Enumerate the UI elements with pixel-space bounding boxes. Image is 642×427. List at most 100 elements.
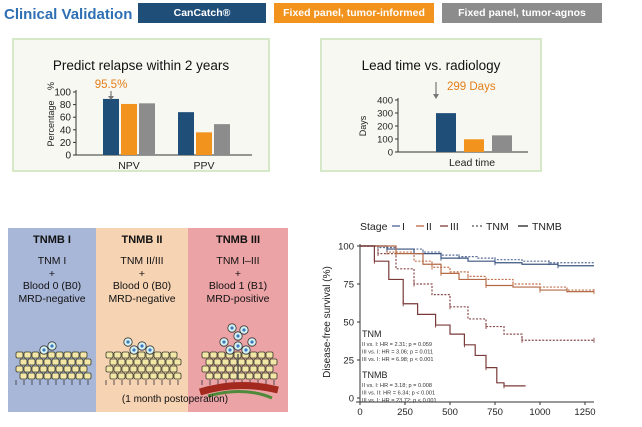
tissue-cell <box>19 358 28 366</box>
survival-curve <box>360 245 594 293</box>
bar <box>464 139 484 152</box>
tissue-cell <box>229 372 238 380</box>
legend-stage-item: I <box>402 221 405 233</box>
tissue-cell <box>149 358 158 366</box>
tissue-cell <box>125 372 134 380</box>
legend-tnm-label: TNM <box>486 221 509 233</box>
bar <box>214 124 230 155</box>
tissue-cell <box>105 351 114 359</box>
y-unit-label: % <box>46 82 56 90</box>
survival-curve <box>360 245 594 291</box>
tissue-cell <box>19 372 28 380</box>
tissue-cell <box>213 358 222 366</box>
tissue-cell <box>217 351 226 359</box>
legend-cancatch: CanCatch® <box>138 3 266 23</box>
tnmb-ii-line: Blood 0 (B0) <box>112 280 172 292</box>
tissue-cell <box>257 351 266 359</box>
tumor-cell-nucleus <box>50 344 54 348</box>
tissue-cell <box>205 372 214 380</box>
x-tick-label: 1250 <box>574 407 595 418</box>
tnmb-hr-line: III vs. I: HR = 23.72; p < 0.001 <box>362 398 437 404</box>
tissue-cell <box>161 351 170 359</box>
tumor-cell-nucleus <box>148 348 152 352</box>
tissue-cell <box>109 372 118 380</box>
tissue-cell <box>63 365 72 373</box>
tumor-cell-nucleus <box>244 348 248 352</box>
tissue-cell <box>161 365 170 373</box>
annotation-label: 95.5% <box>95 79 128 91</box>
x-tick-label: 1000 <box>529 407 550 418</box>
tissue-illustration-iii <box>198 323 279 400</box>
tissue-cell <box>133 358 142 366</box>
legend-tumor-informed: Fixed panel, tumor-informed <box>274 3 434 23</box>
category-label: NPV <box>118 160 140 172</box>
bar <box>139 103 155 155</box>
tissue-cell <box>47 351 56 359</box>
tissue-cell <box>15 351 24 359</box>
y-axis-label: Percentage <box>46 100 56 146</box>
x-tick-label: 0 <box>357 407 362 418</box>
legend-stage-label: Stage <box>360 221 388 233</box>
relapse-title: Predict relapse within 2 years <box>52 58 230 73</box>
tissue-cell <box>51 372 60 380</box>
survival-curve <box>360 245 526 387</box>
tissue-cell <box>133 372 142 380</box>
annotation-arrowhead <box>433 94 439 99</box>
tissue-cell <box>157 372 166 380</box>
tissue-cell <box>269 358 278 366</box>
tissue-cell <box>153 365 162 373</box>
tnmb-ii-heading: TNMB II <box>121 234 163 246</box>
tissue-cell <box>47 365 56 373</box>
tissue-cell <box>241 365 250 373</box>
tissue-cell <box>201 351 210 359</box>
tissue-cell <box>245 358 254 366</box>
tissue-cell <box>35 358 44 366</box>
tissue-cell <box>213 372 222 380</box>
tissue-cell <box>253 372 262 380</box>
tissue-cell <box>67 358 76 366</box>
tissue-cell <box>67 372 76 380</box>
tnmb-ii-column: TNMB II TNM II/III + Blood 0 (B0) MRD-ne… <box>96 228 188 412</box>
legend-stage-item: III <box>450 221 459 233</box>
y-axis-label: Disease-free survival (%) <box>322 266 333 378</box>
tissue-cell <box>59 372 68 380</box>
tumor-cell-nucleus <box>236 344 240 348</box>
tissue-cell <box>209 365 218 373</box>
tissue-cell <box>15 365 24 373</box>
tnm-hr-line: III vs. I: HR = 6.98; p < 0.001 <box>362 357 434 363</box>
survival-curve <box>360 245 594 341</box>
y-tick-label: 100 <box>377 135 393 146</box>
tnmb-hr-line: III vs. II: HR = 6.34; p < 0.001 <box>362 391 435 397</box>
tissue-cell <box>221 372 230 380</box>
tissue-cell <box>257 365 266 373</box>
tissue-cell <box>59 358 68 366</box>
tissue-cell <box>265 351 274 359</box>
leadtime-panel: Lead time vs. radiology 0 100 200 300 400 Day… <box>320 38 542 172</box>
tnmb-iii-line: + <box>234 267 242 280</box>
tissue-cell <box>27 372 36 380</box>
tissue-cell <box>117 358 126 366</box>
tissue-cell <box>31 365 40 373</box>
y-tick-label: 20 <box>60 138 72 149</box>
tissue-cell <box>113 351 122 359</box>
tissue-cell <box>43 358 52 366</box>
tissue-cell <box>265 365 274 373</box>
tissue-cell <box>51 358 60 366</box>
tissue-illustration-i <box>15 341 92 385</box>
tissue-cell <box>253 358 262 366</box>
y-tick-label: 25 <box>343 356 354 367</box>
tumor-cell-nucleus <box>42 348 46 352</box>
tissue-cell <box>221 358 230 366</box>
annotation-label: 299 Days <box>447 81 496 93</box>
tnmb-ii-line: + <box>138 267 146 280</box>
tnmb-i-heading: TNMB I <box>33 234 71 246</box>
leadtime-bar-chart: 0 100 200 300 400 Days Lead time 299 Days <box>358 81 528 169</box>
tissue-cell <box>83 372 92 380</box>
y-tick-label: 75 <box>343 280 354 291</box>
tissue-cell <box>165 372 174 380</box>
tissue-cell <box>229 358 238 366</box>
tissue-cell <box>55 365 64 373</box>
tissue-cell <box>261 372 270 380</box>
page-title: Clinical Validation <box>4 6 133 23</box>
y-tick-label: 50 <box>343 318 354 329</box>
